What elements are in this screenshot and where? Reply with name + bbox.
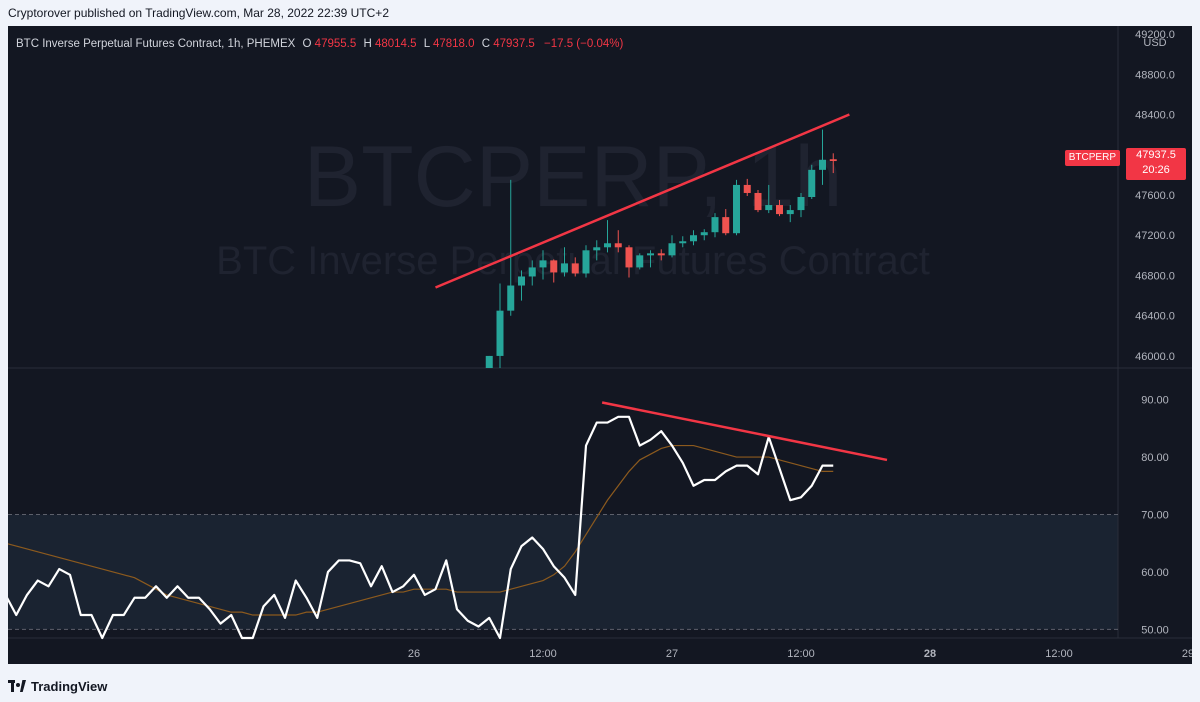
candle-body (507, 285, 515, 311)
rsi-trendline (601, 401, 888, 462)
candle-body (679, 241, 687, 244)
candle-body (485, 355, 493, 368)
candle-body (690, 235, 697, 242)
price-tick-label: 48400.0 (1135, 110, 1175, 122)
price-tick-label: 46800.0 (1135, 270, 1175, 282)
time-tick-label: 12:00 (529, 648, 557, 660)
candle-body (819, 159, 826, 170)
price-tag-countdown: 20:26 (1142, 164, 1170, 176)
candle-body (743, 184, 751, 193)
legend: BTC Inverse Perpetual Futures Contract, … (16, 38, 623, 50)
candle-body (625, 247, 633, 268)
trendlines-layer (435, 113, 888, 462)
legend-h-value: 48014.5 (375, 38, 417, 50)
candle-body (829, 159, 837, 162)
rsi-tick-label: 70.00 (1141, 509, 1169, 521)
candle-body (496, 310, 504, 356)
candle-body (550, 260, 558, 273)
legend-l-label: L (424, 38, 431, 50)
legend-h-label: H (363, 38, 371, 50)
candle-body (647, 253, 654, 256)
candle-body (582, 250, 590, 274)
candle-body (722, 217, 730, 234)
price-tag-label: BTCPERP (1064, 150, 1120, 166)
legend-symbol: BTC Inverse Perpetual Futures Contract, … (16, 38, 296, 50)
rsi-ma-line (8, 444, 834, 616)
time-tick-label: 29 (1182, 648, 1192, 660)
candle-body (518, 276, 525, 286)
rsi-tick-label: 50.00 (1141, 624, 1169, 636)
time-tick-label: 12:00 (787, 648, 815, 660)
candle-body (700, 232, 708, 236)
price-trendline (435, 113, 850, 289)
rsi-layer (8, 415, 1118, 640)
time-tick-label: 27 (666, 648, 678, 660)
candle-body (636, 255, 644, 268)
legend-l-value: 47818.0 (433, 38, 475, 50)
candle-body (765, 205, 773, 211)
rsi-tick-label: 60.00 (1141, 567, 1169, 579)
rsi-axis[interactable]: 90.00 80.00 70.00 60.00 50.00 (1141, 395, 1169, 637)
candle-body (733, 184, 740, 234)
price-axis[interactable]: 49200.048800.048400.048000.047600.047200… (1135, 29, 1175, 363)
tradingview-logo-icon (8, 680, 26, 692)
candle-body (571, 263, 579, 274)
price-tick-label: 46000.0 (1135, 351, 1175, 363)
candle-body (754, 192, 762, 211)
candle-body (668, 243, 676, 256)
svg-text:BTC Inverse Perpetual Futures: BTC Inverse Perpetual Futures Contract, … (16, 38, 623, 50)
rsi-line (8, 415, 834, 640)
price-tick-label: 46400.0 (1135, 311, 1175, 323)
footer: TradingView (0, 670, 1200, 702)
time-tick-label: 12:00 (1045, 648, 1073, 660)
legend-c-label: C (482, 38, 490, 50)
price-tick-label: 48800.0 (1135, 69, 1175, 81)
candle-body (539, 260, 547, 268)
footer-brand: TradingView (31, 678, 108, 694)
publisher-line: Cryptorover published on TradingView.com… (0, 0, 1200, 26)
time-tick-label: 28 (924, 648, 936, 660)
price-tick-label: 47600.0 (1135, 190, 1175, 202)
legend-o-label: O (303, 38, 312, 50)
candle-body (797, 197, 805, 211)
chart-area[interactable]: BTCPERP, 1h BTC Inverse Perpetual Future… (8, 26, 1192, 664)
candle-body (528, 267, 536, 277)
candle-body (776, 205, 783, 215)
price-tag: 47937.5 20:26 (1126, 148, 1186, 180)
price-tick-label: 47200.0 (1135, 230, 1175, 242)
candle-body (657, 253, 665, 256)
candle-body (561, 263, 568, 273)
price-tick-label: 49200.0 (1135, 29, 1175, 41)
rsi-tick-label: 80.00 (1141, 452, 1169, 464)
watermark-line1: BTCPERP, 1h (304, 129, 843, 225)
legend-c-value: 47937.5 (493, 38, 535, 50)
rsi-tick-label: 90.00 (1141, 395, 1169, 407)
candle-body (711, 217, 719, 233)
legend-change: −17.5 (−0.04%) (544, 38, 623, 50)
rsi-band (8, 514, 1118, 630)
tradingview-logo[interactable]: TradingView (8, 676, 107, 696)
time-tick-label: 26 (408, 648, 420, 660)
candle-body (808, 169, 816, 197)
axis-currency: USD (1143, 37, 1166, 49)
candle-body (786, 210, 794, 215)
candle-body (614, 243, 622, 248)
candles-layer (485, 129, 837, 368)
chart-svg[interactable]: BTCPERP, 1h BTC Inverse Perpetual Future… (8, 26, 1192, 664)
watermark-line2: BTC Inverse Perpetual Futures Contract (216, 239, 930, 283)
price-tag-price: 47937.5 (1136, 149, 1176, 161)
candle-body (604, 243, 611, 248)
candle-body (593, 247, 601, 251)
legend-o-value: 47955.5 (315, 38, 357, 50)
